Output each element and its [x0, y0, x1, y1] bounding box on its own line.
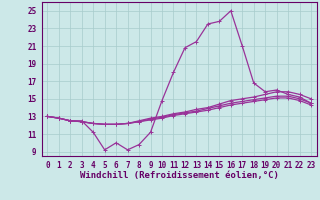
X-axis label: Windchill (Refroidissement éolien,°C): Windchill (Refroidissement éolien,°C) [80, 171, 279, 180]
